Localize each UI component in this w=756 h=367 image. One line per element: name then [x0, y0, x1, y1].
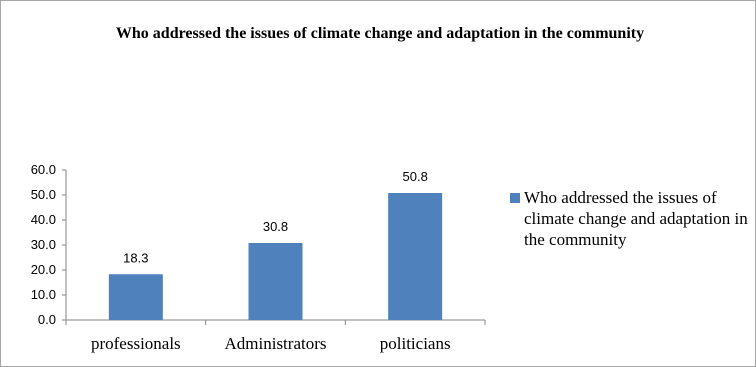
bar-politicians	[388, 193, 443, 320]
y-tick-label: 10.0	[31, 287, 56, 302]
y-tick-label: 20.0	[31, 262, 56, 277]
legend-swatch	[510, 193, 520, 203]
bars	[108, 193, 443, 320]
y-tick-label: 50.0	[31, 187, 56, 202]
y-tick-label: 60.0	[31, 162, 56, 177]
y-axis: 0.0 10.0 20.0 30.0 40.0 50.0 60.0	[31, 162, 67, 327]
data-label: 30.8	[263, 219, 288, 234]
x-category-label: professionals	[91, 334, 181, 353]
y-tick-label: 40.0	[31, 212, 56, 227]
bar-administrators	[248, 243, 303, 320]
chart-title: Who addressed the issues of climate chan…	[115, 25, 645, 42]
y-tick-label: 0.0	[38, 312, 56, 327]
bar-professionals	[108, 274, 163, 320]
x-category-label: politicians	[380, 334, 451, 353]
data-label: 50.8	[403, 169, 428, 184]
legend-label: Who addressed the issues of climate chan…	[524, 188, 748, 249]
x-axis: professionals Administrators politicians	[65, 319, 486, 353]
data-labels: 18.3 30.8 50.8	[123, 169, 428, 265]
y-tick-label: 30.0	[31, 237, 56, 252]
x-category-label: Administrators	[225, 334, 327, 353]
data-label: 18.3	[123, 250, 148, 265]
legend: Who addressed the issues of climate chan…	[510, 187, 750, 250]
